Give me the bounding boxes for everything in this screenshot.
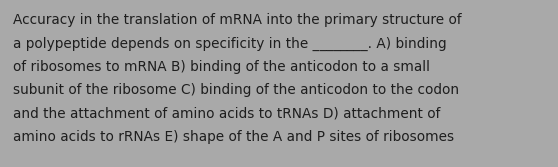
Text: Accuracy in the translation of mRNA into the primary structure of: Accuracy in the translation of mRNA into… <box>13 13 461 27</box>
Text: subunit of the ribosome C) binding of the anticodon to the codon: subunit of the ribosome C) binding of th… <box>13 84 459 98</box>
Text: amino acids to rRNAs E) shape of the A and P sites of ribosomes: amino acids to rRNAs E) shape of the A a… <box>13 130 454 144</box>
Text: of ribosomes to mRNA B) binding of the anticodon to a small: of ribosomes to mRNA B) binding of the a… <box>13 60 430 74</box>
Text: and the attachment of amino acids to tRNAs D) attachment of: and the attachment of amino acids to tRN… <box>13 107 440 121</box>
Text: a polypeptide depends on specificity in the ________. A) binding: a polypeptide depends on specificity in … <box>13 37 446 51</box>
